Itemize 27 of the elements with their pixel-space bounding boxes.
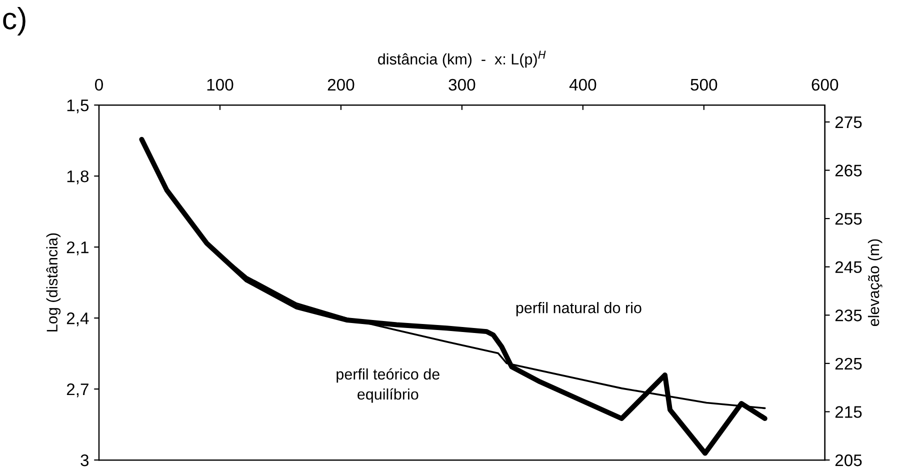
y-tick-label: 2,7: [66, 383, 88, 398]
y2-tick-label: 215: [835, 406, 862, 418]
x-tick-label: 300: [448, 78, 476, 91]
x-tick-label: 600: [812, 78, 838, 91]
series-label: perfil natural do rio: [516, 302, 642, 316]
x-tick-label: 200: [328, 78, 354, 91]
y2-tick-label: 275: [835, 116, 862, 128]
x-axis-title: distância (km) - x: L(p)$^{H}$: [378, 50, 546, 68]
y-tick-label: 1,8: [67, 170, 89, 184]
y2-tick-label: 225: [835, 358, 862, 370]
x-tick-label: 400: [569, 78, 596, 91]
y2-tick-label: 255: [835, 212, 862, 225]
y2-tick-label: 265: [835, 164, 862, 176]
x-tick-label: 0: [95, 78, 103, 91]
y-axis-title: Log (distância): [46, 233, 61, 332]
y-tick-label: 2,4: [66, 312, 89, 326]
y2-tick-label: 235: [835, 310, 862, 322]
text: c): [3, 7, 26, 36]
y-tick-label: 3: [80, 454, 89, 466]
series-label: perfil teórico de equilíbrio: [336, 368, 440, 403]
x-tick-label: 100: [207, 78, 234, 91]
y2-tick-label: 205: [835, 454, 862, 466]
x-tick-label: 500: [690, 78, 718, 91]
y2-tick-label: 245: [835, 261, 862, 274]
y-tick-label: 2,1: [66, 241, 88, 256]
y-tick-label: 1,5: [67, 100, 89, 114]
y2-axis-title: elevação (m): [868, 239, 882, 326]
